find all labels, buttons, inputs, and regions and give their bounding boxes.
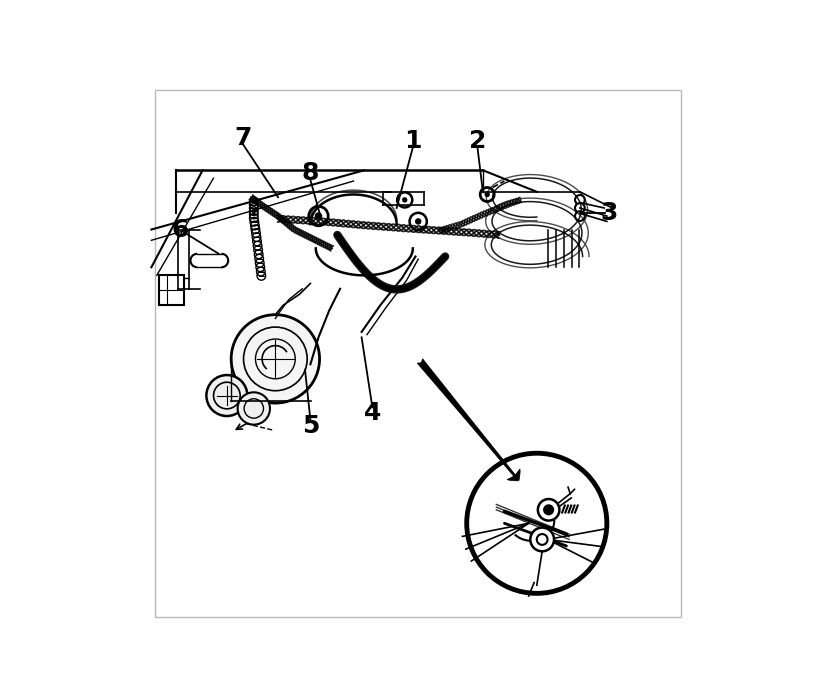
Circle shape bbox=[530, 528, 554, 552]
Circle shape bbox=[397, 193, 412, 207]
Circle shape bbox=[231, 315, 320, 403]
Circle shape bbox=[415, 218, 421, 225]
Text: 7: 7 bbox=[234, 126, 251, 150]
Circle shape bbox=[315, 212, 322, 220]
Text: 2: 2 bbox=[469, 129, 486, 153]
Text: 1: 1 bbox=[404, 129, 422, 153]
Circle shape bbox=[206, 375, 247, 416]
Circle shape bbox=[467, 453, 607, 594]
Circle shape bbox=[575, 195, 585, 204]
Text: 5: 5 bbox=[302, 414, 319, 438]
Circle shape bbox=[480, 188, 494, 202]
Circle shape bbox=[410, 213, 427, 230]
Text: 4: 4 bbox=[364, 401, 381, 425]
Circle shape bbox=[402, 197, 407, 202]
Circle shape bbox=[237, 392, 270, 425]
Circle shape bbox=[308, 206, 328, 226]
Circle shape bbox=[575, 211, 585, 221]
Text: 3: 3 bbox=[601, 202, 619, 225]
Bar bbox=[159, 275, 184, 305]
Circle shape bbox=[575, 203, 585, 213]
Circle shape bbox=[485, 192, 490, 197]
Circle shape bbox=[543, 505, 553, 514]
Text: 8: 8 bbox=[302, 161, 319, 185]
Text: 6: 6 bbox=[171, 218, 188, 241]
Circle shape bbox=[538, 499, 560, 521]
